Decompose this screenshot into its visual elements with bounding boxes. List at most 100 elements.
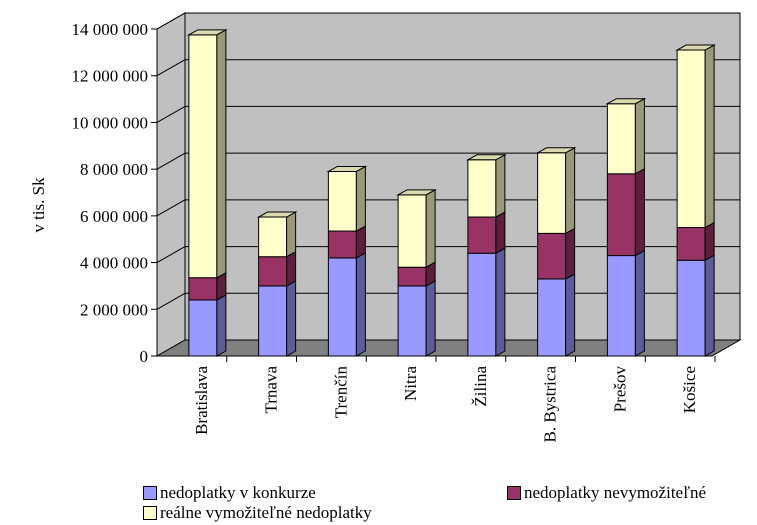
bar-front	[606, 103, 636, 175]
bar-front	[188, 299, 218, 357]
bar-front	[467, 159, 497, 218]
bar-side	[565, 146, 576, 235]
y-tick-label: 10 000 000	[72, 113, 149, 132]
legend-item-3: reálne vymožiteľné nedoplatky	[143, 503, 372, 523]
bar-top	[326, 165, 368, 172]
bar-side	[286, 250, 297, 287]
bar-front	[258, 216, 288, 258]
bar-segment	[186, 28, 228, 279]
bar-side	[634, 249, 645, 357]
legend-label-1: nedoplatky v konkurze	[160, 483, 316, 502]
legend-swatch-3	[143, 506, 157, 520]
gridline-side	[156, 246, 186, 264]
bar-front	[676, 49, 706, 229]
bar-side	[704, 44, 715, 229]
bar-side	[216, 294, 227, 357]
bar-side	[495, 247, 506, 357]
bar-segment	[537, 227, 576, 280]
x-tick-label: Košice	[680, 366, 699, 413]
chart-labels: 0 2 000 000 4 000 000 6 000 000 8 000 000 10 …	[72, 20, 700, 443]
bar-segment	[397, 261, 436, 287]
bar-segment	[326, 165, 368, 232]
bar-segment	[258, 250, 297, 287]
chart-floor	[155, 339, 742, 357]
bar-front	[327, 257, 357, 357]
bar-side	[425, 188, 436, 269]
bar-front	[188, 34, 218, 279]
bar-front	[397, 194, 427, 268]
bar-segment	[606, 249, 645, 357]
bar-front	[327, 230, 357, 259]
bar-segment	[537, 273, 576, 357]
bar-side	[565, 227, 576, 280]
bar-segment	[256, 211, 298, 258]
bar-side	[286, 280, 297, 357]
bar-front	[537, 152, 567, 234]
chart-bars	[186, 28, 717, 357]
bar-top	[605, 98, 647, 105]
x-tick-label: Trenčín	[331, 366, 350, 419]
x-tick-label: Bratislava	[192, 366, 211, 435]
gridline-side	[156, 152, 186, 170]
bar-segment	[467, 247, 506, 357]
bar-segment	[327, 225, 366, 259]
bar-front	[606, 255, 636, 357]
bar-front	[676, 227, 706, 261]
bar-side	[355, 252, 366, 357]
legend-label-2: nedoplatky nevymožiteľné	[524, 483, 707, 502]
y-tick-label: 2 000 000	[80, 300, 148, 319]
legend-item-1: nedoplatky v konkurze	[143, 483, 316, 503]
bar-segment	[397, 280, 436, 357]
side-wall	[156, 12, 186, 357]
bar-side	[216, 28, 227, 279]
x-tick-label: Nitra	[401, 366, 420, 401]
bar-front	[397, 266, 427, 287]
bar-side	[634, 97, 645, 175]
y-tick-label: 4 000 000	[80, 254, 148, 273]
bar-top	[535, 147, 577, 154]
x-tick-label: B. Bystrica	[541, 366, 560, 443]
bar-segment	[605, 97, 647, 175]
gridline-side	[156, 292, 186, 310]
legend-swatch-1	[143, 486, 157, 500]
bar-side	[286, 211, 297, 258]
bar-top	[465, 154, 507, 161]
bar-side	[425, 280, 436, 357]
bar-segment	[675, 44, 717, 229]
bar-segment	[258, 280, 297, 357]
legend-item-2: nedoplatky nevymožiteľné	[507, 483, 706, 503]
bar-segment	[676, 221, 715, 262]
bar-front	[676, 259, 706, 357]
x-tick-label: Prešov	[610, 366, 629, 413]
bar-front	[258, 285, 288, 357]
bar-segment	[606, 167, 645, 257]
y-tick-label: 8 000 000	[80, 160, 148, 179]
bar-side	[704, 254, 715, 357]
bar-side	[495, 211, 506, 255]
x-tick-label: Trnava	[262, 366, 281, 414]
chart-walls	[155, 12, 742, 357]
bar-side	[355, 165, 366, 232]
bar-top	[396, 189, 438, 196]
bar-segment	[676, 254, 715, 357]
x-tick-label: Žilina	[471, 366, 490, 407]
y-tick-label: 14 000 000	[72, 20, 149, 39]
y-axis-label: v tis. Sk	[29, 177, 48, 233]
bar-front	[467, 252, 497, 357]
bar-segment	[535, 146, 577, 235]
y-tick-label: 0	[140, 347, 149, 366]
bar-front	[537, 278, 567, 357]
bar-front	[397, 285, 427, 357]
bar-segment	[465, 153, 507, 218]
bar-side	[495, 153, 506, 218]
bar-segment	[396, 188, 438, 269]
bar-front	[537, 232, 567, 280]
bar-segment	[327, 252, 366, 357]
bar-side	[565, 273, 576, 357]
bar-side	[634, 167, 645, 257]
bar-segment	[188, 294, 227, 357]
legend-swatch-2	[507, 486, 521, 500]
bar-front	[188, 277, 218, 301]
gridline-side	[156, 12, 186, 30]
